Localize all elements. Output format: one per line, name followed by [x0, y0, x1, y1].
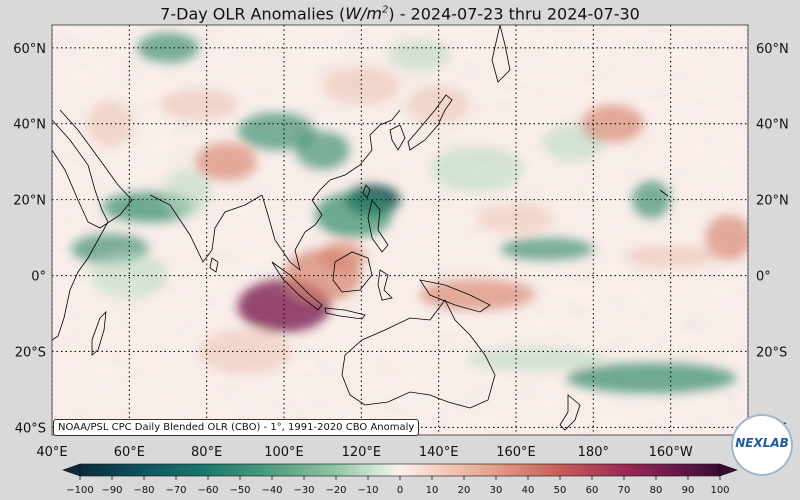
lat-label-left: 40°N — [13, 118, 46, 133]
title-suffix: ) - 2024-07-23 thru 2024-07-30 — [388, 4, 640, 24]
coast-japan — [407, 94, 453, 151]
lat-label-right: 20°S — [756, 345, 787, 360]
colorbar-extend-high — [719, 463, 738, 477]
lat-labels-left: 60°N 40°N 20°N 0° 20°S 40°S — [13, 42, 46, 437]
colorbar-tick-label: 100 — [710, 485, 729, 496]
coast-indochina — [261, 179, 331, 272]
coast-korea — [389, 124, 406, 151]
coast-sumatra — [271, 261, 323, 311]
logo-text: NEXLAB — [735, 436, 789, 450]
colorbar-tick-label: 60 — [586, 485, 599, 496]
lat-label-right: 0° — [756, 270, 771, 285]
colorbar-tick-label: 50 — [554, 485, 567, 496]
lat-label-right: 20°N — [756, 194, 789, 209]
nexlab-globe-logo: NEXLAB — [731, 414, 793, 476]
coast-new-guinea — [419, 279, 491, 313]
coast-australia — [341, 299, 496, 409]
lon-label: 120°E — [342, 445, 382, 460]
lat-label-left: 40°S — [15, 421, 46, 436]
lon-label: 80°E — [191, 445, 222, 460]
colorbar-tick-label: −90 — [101, 485, 122, 496]
colorbar: −100 −90 −80 −70 −60 −50 −40 −30 −20 −10 0 10 20 30 40… — [62, 463, 738, 496]
colorbar-tick-label: −50 — [229, 485, 250, 496]
coast-sri-lanka — [209, 257, 219, 273]
lon-label: 40°E — [36, 445, 67, 460]
lon-label: 100°E — [264, 445, 304, 460]
coast-new-zealand — [559, 394, 581, 431]
colorbar-tick-label: −60 — [197, 485, 218, 496]
lat-label-left: 20°N — [13, 194, 46, 209]
lat-label-left: 20°S — [15, 345, 46, 360]
coast-kamchatka — [491, 25, 511, 83]
colorbar-tick-label: −20 — [325, 485, 346, 496]
colorbar-tick-label: 40 — [522, 485, 535, 496]
coast-hawaii — [659, 189, 669, 197]
coast-east-africa — [52, 119, 109, 341]
coast-sulawesi — [377, 269, 393, 301]
lat-label-right: 60°N — [756, 42, 789, 57]
lon-label: 180° — [578, 445, 609, 460]
colorbar-tick-label: −40 — [261, 485, 282, 496]
title-unit-exp: 2 — [381, 5, 389, 16]
colorbar-tick-label: −80 — [133, 485, 154, 496]
colorbar-tick-label: 0 — [397, 485, 403, 496]
lon-label: 160°W — [649, 445, 693, 460]
lon-label: 160°E — [496, 445, 536, 460]
coast-java — [324, 307, 366, 320]
colorbar-tick-label: −10 — [357, 485, 378, 496]
colorbar-tick-label: 20 — [458, 485, 471, 496]
lat-label-left: 60°N — [13, 42, 46, 57]
coast-arabia — [52, 109, 133, 229]
lon-label: 140°E — [419, 445, 459, 460]
coast-madagascar — [91, 310, 107, 356]
coast-taiwan — [362, 184, 371, 199]
map-title: 7-Day OLR Anomalies (W/m2) - 2024-07-23 … — [0, 0, 800, 24]
title-unit-base: W/m — [345, 4, 382, 24]
colorbar-tick-label: −100 — [66, 485, 93, 496]
lon-label: 60°E — [114, 445, 145, 460]
colorbar-bar — [79, 463, 721, 477]
colorbar-tick-label: 70 — [618, 485, 631, 496]
coast-borneo — [332, 251, 373, 293]
colorbar-tick-label: 90 — [682, 485, 695, 496]
lon-labels-bottom: 40°E 60°E 80°E 100°E 120°E 140°E 160°E 180° 160°… — [36, 445, 756, 460]
coast-philippines — [367, 199, 389, 253]
colorbar-tick-label: −70 — [165, 485, 186, 496]
lat-label-right: 40°N — [756, 118, 789, 133]
colorbar-extend-low — [62, 463, 81, 477]
lat-label-left: 0° — [31, 270, 46, 285]
colorbar-tick-label: 80 — [650, 485, 663, 496]
colorbar-tick-label: 30 — [490, 485, 503, 496]
credit-label: NOAA/PSL CPC Daily Blended OLR (CBO) - 1… — [53, 419, 420, 436]
coastlines — [52, 25, 669, 431]
map-field — [52, 25, 748, 435]
title-prefix: 7-Day OLR Anomalies ( — [160, 4, 346, 24]
lat-labels-right: 60°N40°N20°N0°20°S40°S — [756, 42, 789, 437]
coast-india — [149, 194, 263, 263]
texture-overlay — [52, 25, 748, 435]
colorbar-ticks: −100 −90 −80 −70 −60 −50 −40 −30 −20 −10 0 10 20 30 40… — [66, 476, 730, 496]
colorbar-tick-label: −30 — [293, 485, 314, 496]
coast-china — [329, 109, 401, 181]
colorbar-tick-label: 10 — [426, 485, 439, 496]
